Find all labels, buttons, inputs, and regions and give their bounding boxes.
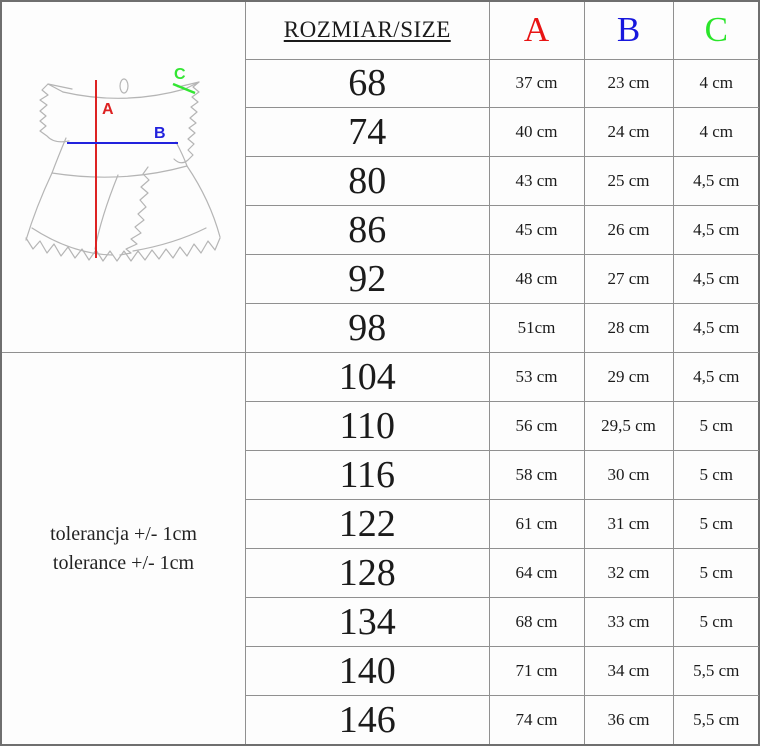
table-row: 74 40 cm 24 cm 4 cm bbox=[246, 107, 759, 158]
measurement-b-cell: 24 cm bbox=[583, 107, 674, 158]
measurement-c-cell: 5,5 cm bbox=[672, 645, 759, 696]
table-row: 68 37 cm 23 cm 4 cm bbox=[246, 58, 759, 109]
measurement-b-cell: 26 cm bbox=[583, 205, 674, 256]
measurement-line-c bbox=[172, 82, 196, 95]
measurement-c-cell: 4,5 cm bbox=[672, 352, 759, 403]
table-row: 110 56 cm 29,5 cm 5 cm bbox=[246, 401, 759, 452]
measurement-c-cell: 4,5 cm bbox=[672, 156, 759, 207]
header-col-a: A bbox=[488, 2, 585, 60]
measurement-a-cell: 53 cm bbox=[488, 352, 585, 403]
measurement-b-cell: 27 cm bbox=[583, 254, 674, 305]
measurement-a-cell: 48 cm bbox=[488, 254, 585, 305]
measurement-a-cell: 74 cm bbox=[488, 694, 585, 744]
table-row: 80 43 cm 25 cm 4,5 cm bbox=[246, 156, 759, 207]
tolerance-line-en: tolerance +/- 1cm bbox=[52, 551, 195, 574]
measurement-a-cell: 68 cm bbox=[488, 596, 585, 647]
measurement-c-cell: 4 cm bbox=[672, 58, 759, 109]
measurement-a-cell: 45 cm bbox=[488, 205, 585, 256]
size-cell: 146 bbox=[246, 694, 490, 744]
measurement-c-cell: 5 cm bbox=[672, 548, 759, 598]
table-row: 134 68 cm 33 cm 5 cm bbox=[246, 596, 759, 647]
header-col-b: B bbox=[583, 2, 674, 60]
measurement-c-cell: 5 cm bbox=[672, 499, 759, 550]
table-row: 116 58 cm 30 cm 5 cm bbox=[246, 450, 759, 501]
measurement-a-cell: 40 cm bbox=[488, 107, 585, 158]
size-cell: 74 bbox=[246, 107, 490, 158]
measurement-a-cell: 56 cm bbox=[488, 401, 585, 452]
size-cell: 122 bbox=[246, 499, 490, 550]
measurement-b-cell: 33 cm bbox=[583, 596, 674, 647]
measurement-a-cell: 61 cm bbox=[488, 499, 585, 550]
header-size-label: ROZMIAR/SIZE bbox=[246, 2, 490, 60]
measurement-c-cell: 5 cm bbox=[672, 450, 759, 501]
measurement-c-cell: 4,5 cm bbox=[672, 205, 759, 256]
measurement-c-cell: 4,5 cm bbox=[672, 303, 759, 354]
measurement-b-cell: 36 cm bbox=[583, 694, 674, 744]
dress-outline-icon bbox=[25, 78, 221, 262]
size-cell: 98 bbox=[246, 303, 490, 354]
garment-diagram: A B C bbox=[25, 66, 221, 262]
size-cell: 104 bbox=[246, 352, 490, 403]
garment-diagram-cell: A B C bbox=[2, 2, 245, 353]
measurement-b-cell: 29 cm bbox=[583, 352, 674, 403]
size-cell: 86 bbox=[246, 205, 490, 256]
header-row: ROZMIAR/SIZE A B C bbox=[246, 2, 759, 60]
tolerance-note: tolerancja +/- 1cm tolerance +/- 1cm bbox=[2, 353, 245, 744]
header-col-c: C bbox=[672, 2, 759, 60]
measurement-c-cell: 4,5 cm bbox=[672, 254, 759, 305]
size-cell: 140 bbox=[246, 645, 490, 696]
tolerance-line-pl: tolerancja +/- 1cm bbox=[50, 522, 197, 545]
size-cell: 80 bbox=[246, 156, 490, 207]
table-row: 146 74 cm 36 cm 5,5 cm bbox=[246, 694, 759, 744]
size-table-body: 68 37 cm 23 cm 4 cm 74 40 cm 24 cm 4 cm … bbox=[246, 58, 759, 744]
size-cell: 68 bbox=[246, 58, 490, 109]
measurement-b-cell: 34 cm bbox=[583, 645, 674, 696]
measurement-c-cell: 4 cm bbox=[672, 107, 759, 158]
measurement-a-cell: 37 cm bbox=[488, 58, 585, 109]
size-cell: 128 bbox=[246, 548, 490, 598]
measurement-b-cell: 25 cm bbox=[583, 156, 674, 207]
measurement-b-cell: 23 cm bbox=[583, 58, 674, 109]
diagram-label-c: C bbox=[174, 66, 186, 83]
measurement-a-cell: 71 cm bbox=[488, 645, 585, 696]
diagram-label-b: B bbox=[154, 125, 166, 142]
measurement-a-cell: 43 cm bbox=[488, 156, 585, 207]
left-panel: A B C tolerancja +/- 1cm tolerance +/- 1… bbox=[2, 2, 246, 744]
table-row: 140 71 cm 34 cm 5,5 cm bbox=[246, 645, 759, 696]
table-row: 104 53 cm 29 cm 4,5 cm bbox=[246, 352, 759, 403]
measurement-a-cell: 51cm bbox=[488, 303, 585, 354]
measurement-b-cell: 29,5 cm bbox=[583, 401, 674, 452]
table-row: 86 45 cm 26 cm 4,5 cm bbox=[246, 205, 759, 256]
table-row: 122 61 cm 31 cm 5 cm bbox=[246, 499, 759, 550]
size-cell: 110 bbox=[246, 401, 490, 452]
measurement-c-cell: 5 cm bbox=[672, 401, 759, 452]
diagram-label-a: A bbox=[102, 101, 114, 118]
measurement-b-cell: 28 cm bbox=[583, 303, 674, 354]
table-row: 92 48 cm 27 cm 4,5 cm bbox=[246, 254, 759, 305]
table-row: 128 64 cm 32 cm 5 cm bbox=[246, 548, 759, 598]
measurement-b-cell: 32 cm bbox=[583, 548, 674, 598]
size-table: ROZMIAR/SIZE A B C 68 37 cm 23 cm 4 cm 7… bbox=[246, 2, 759, 744]
size-cell: 92 bbox=[246, 254, 490, 305]
measurement-a-cell: 64 cm bbox=[488, 548, 585, 598]
measurement-c-cell: 5,5 cm bbox=[672, 694, 759, 744]
size-cell: 134 bbox=[246, 596, 490, 647]
size-cell: 116 bbox=[246, 450, 490, 501]
measurement-b-cell: 30 cm bbox=[583, 450, 674, 501]
measurement-c-cell: 5 cm bbox=[672, 596, 759, 647]
measurement-b-cell: 31 cm bbox=[583, 499, 674, 550]
measurement-a-cell: 58 cm bbox=[488, 450, 585, 501]
table-row: 98 51cm 28 cm 4,5 cm bbox=[246, 303, 759, 354]
size-table-header: ROZMIAR/SIZE A B C bbox=[246, 2, 759, 60]
